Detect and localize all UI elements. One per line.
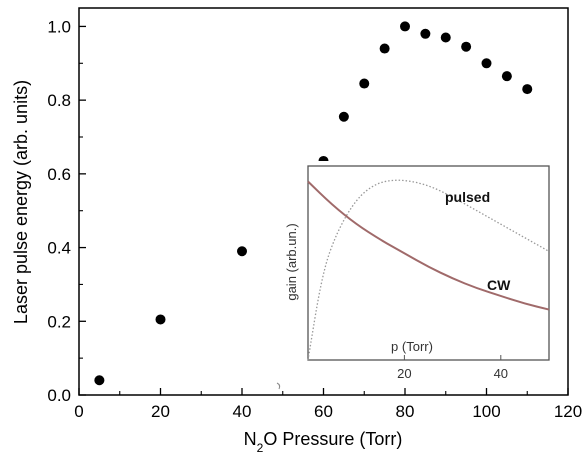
y-tick-label: 0.0 [47,386,71,405]
data-point [522,84,533,95]
main-x-axis-title: N2O Pressure (Torr) [244,429,403,455]
main-y-axis-title: Laser pulse energy (arb. units) [11,80,31,324]
inset-frame [307,165,550,361]
inset-x-tick-label: 40 [494,366,508,381]
data-point [155,314,166,325]
main-x-axis: 0 20 40 60 80 100 120 [74,388,582,421]
data-point [237,246,247,257]
cw-curve [307,180,550,311]
inset-series [307,179,550,361]
y-tick-label: 0.2 [47,312,71,331]
y-tick-label: 0.4 [47,239,71,258]
x-tick-label: 40 [233,402,252,421]
inset-label-cw: CW [487,277,511,293]
data-point [379,43,390,54]
inset-label-pulsed: pulsed [445,189,490,205]
x-tick-label: 60 [314,402,333,421]
y-tick-label: 0.8 [47,91,71,110]
x-title-part-rest: O Pressure (Torr) [263,429,402,449]
x-tick-label: 120 [554,402,582,421]
x-title-subscript: 2 [257,441,264,455]
stray-mark [276,382,281,390]
main-plot: 0 20 40 60 80 100 120 0.00.20.40.60.81.0 Laser… [11,7,582,455]
data-point [481,58,492,69]
data-point [400,21,410,32]
inset-y-axis-title: gain (arb.un.) [284,223,299,300]
inset-x-tick-label: 20 [397,366,411,381]
x-tick-label: 20 [151,402,170,421]
data-point [440,32,451,43]
data-point [501,71,512,82]
y-tick-label: 0.6 [47,165,71,184]
inset-plot: 20 40 gain (arb.un.) p (Torr) pulsed CW [283,161,554,381]
x-tick-label: 0 [74,402,83,421]
data-point [420,28,431,39]
data-point [359,78,370,89]
pulsed-curve [307,179,550,361]
data-point [94,375,105,386]
x-tick-label: 80 [396,402,415,421]
y-tick-label: 1.0 [47,17,71,36]
data-point [338,111,349,122]
main-y-axis: 0.0 0.2 0.4 0.6 0.8 1.0 [47,17,86,405]
data-point [461,41,472,52]
inset-x-axis-title: p (Torr) [391,339,433,354]
x-title-part-n: N [244,429,257,449]
main-series [94,21,533,386]
x-tick-label: 100 [472,402,500,421]
inset-x-axis: 20 40 [397,355,508,381]
